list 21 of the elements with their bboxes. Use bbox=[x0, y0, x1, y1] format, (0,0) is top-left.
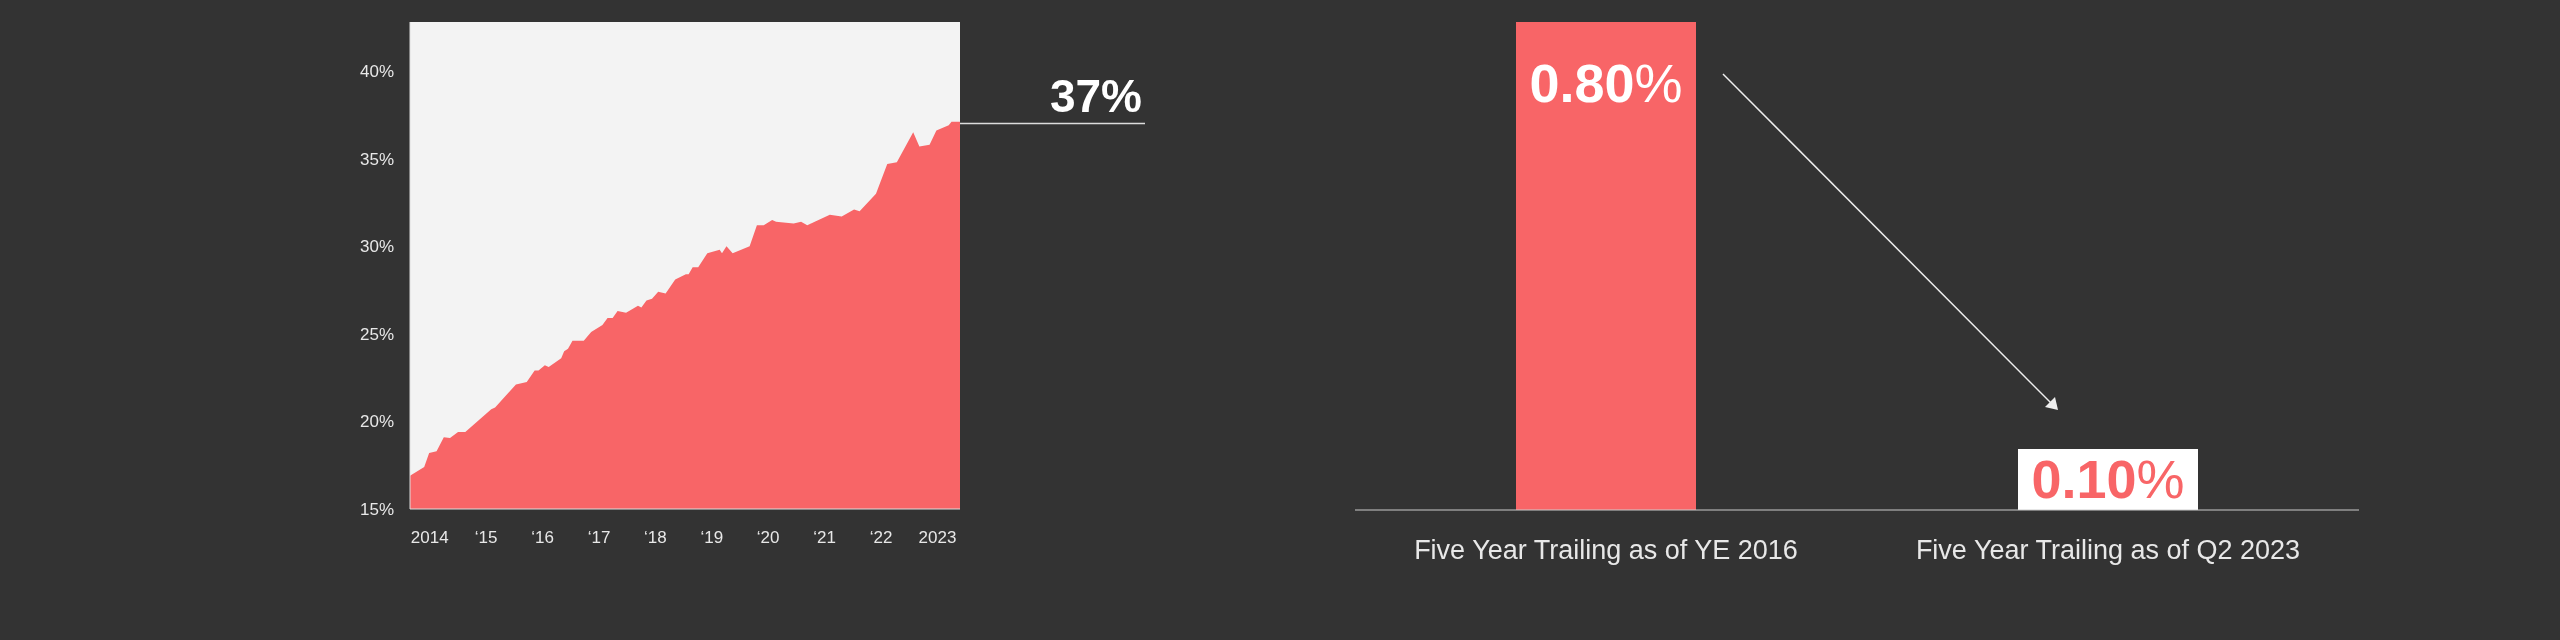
y-tick-label: 20% bbox=[359, 412, 394, 432]
y-tick-label: 35% bbox=[359, 149, 394, 169]
data-label: 0.80% bbox=[1529, 53, 1683, 113]
x-tick-label: Five Year Trailing as of Q2 2023 bbox=[1915, 535, 2301, 566]
x-tick-label: 2023 bbox=[918, 528, 957, 548]
x-tick-label: ‘16 bbox=[531, 528, 554, 548]
x-tick-label: 2014 bbox=[410, 528, 449, 548]
x-tick-label: ‘20 bbox=[756, 528, 780, 548]
y-tick-label: 40% bbox=[359, 62, 394, 82]
x-tick-label: Five Year Trailing as of YE 2016 bbox=[1414, 535, 1798, 566]
x-tick-label: ‘21 bbox=[813, 528, 837, 548]
x-tick-label: ‘15 bbox=[474, 528, 498, 548]
data-label: 0.10% bbox=[2031, 448, 2185, 509]
x-tick-label: ‘19 bbox=[700, 528, 724, 548]
y-tick-label: 25% bbox=[359, 324, 394, 344]
x-tick-label: ‘22 bbox=[869, 528, 893, 548]
y-tick-label: 30% bbox=[359, 237, 394, 257]
y-tick-label: 15% bbox=[359, 500, 394, 520]
annotation: 37% bbox=[1049, 69, 1142, 122]
x-tick-label: ‘18 bbox=[644, 528, 667, 548]
x-tick-label: ‘17 bbox=[587, 528, 611, 548]
